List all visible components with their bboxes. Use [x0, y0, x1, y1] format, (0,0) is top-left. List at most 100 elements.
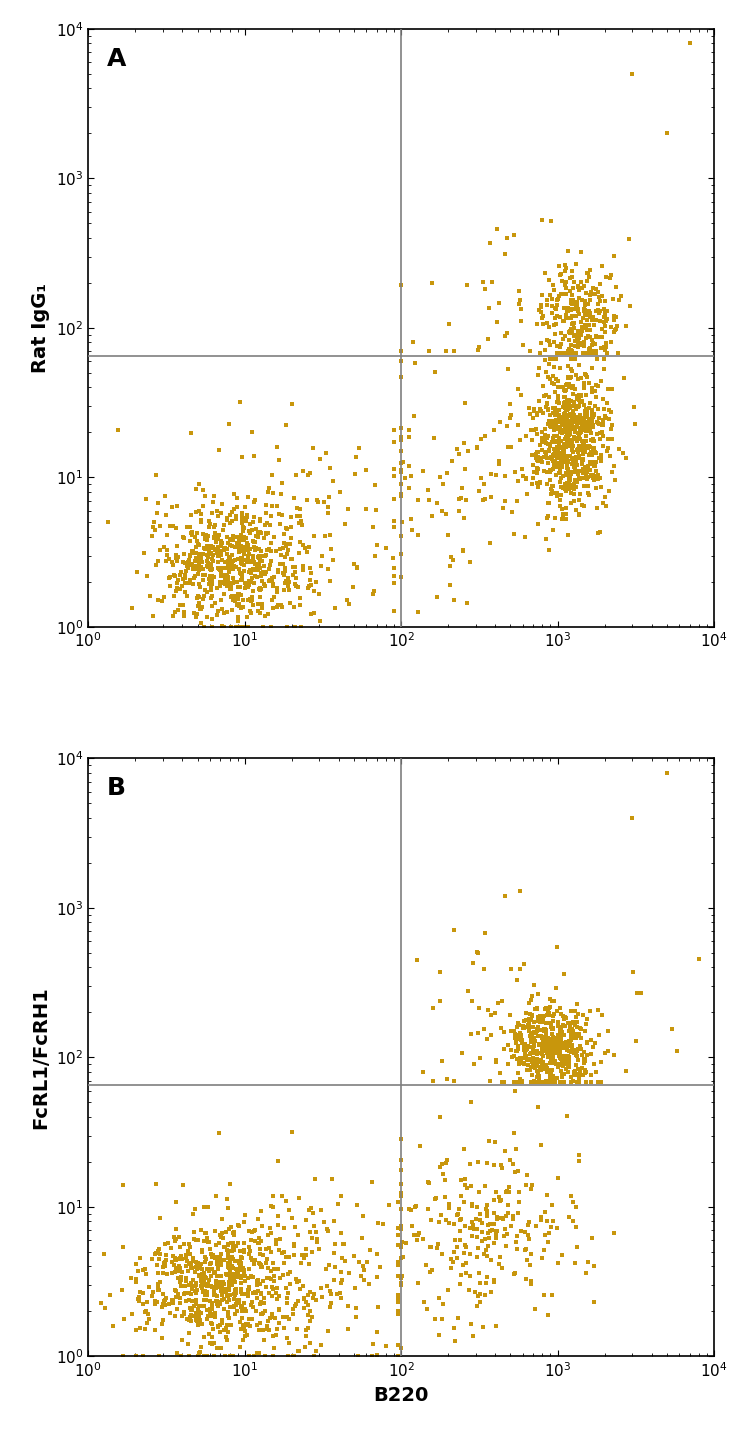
Point: [561, 1039, 573, 1062]
Point: [542, 1045, 554, 1068]
Point: [552, 369, 564, 392]
Point: [187, 557, 199, 580]
Point: [542, 413, 553, 436]
Point: [557, 437, 569, 460]
Point: [566, 339, 578, 362]
Point: [322, 1219, 333, 1242]
Point: [546, 1023, 558, 1046]
Point: [499, 885, 511, 908]
Point: [522, 1035, 534, 1058]
Point: [526, 1027, 537, 1051]
Point: [225, 1255, 237, 1278]
Point: [562, 1036, 573, 1059]
Point: [137, 1258, 149, 1281]
Point: [272, 436, 283, 459]
Point: [539, 1022, 551, 1045]
Point: [272, 1312, 284, 1335]
Point: [567, 1023, 579, 1046]
Point: [570, 1043, 581, 1066]
Point: [545, 1215, 556, 1238]
Point: [180, 584, 192, 608]
Point: [434, 961, 446, 984]
Point: [238, 525, 250, 548]
Point: [550, 1039, 562, 1062]
Point: [311, 488, 323, 511]
Point: [556, 447, 568, 470]
Point: [216, 532, 227, 556]
Point: [237, 528, 249, 551]
Point: [276, 595, 288, 618]
Point: [566, 414, 578, 437]
Point: [585, 429, 597, 452]
Point: [551, 1000, 563, 1023]
Point: [228, 1294, 240, 1317]
Point: [316, 1333, 328, 1356]
Point: [610, 276, 622, 299]
Point: [395, 1234, 407, 1257]
Point: [224, 511, 236, 534]
Point: [485, 1248, 497, 1271]
Point: [573, 434, 585, 457]
Point: [571, 388, 583, 411]
Point: [190, 1261, 202, 1284]
Point: [481, 1203, 492, 1227]
Point: [218, 514, 230, 537]
Point: [532, 983, 544, 1006]
Point: [562, 411, 574, 434]
Point: [205, 579, 216, 602]
Point: [163, 1231, 174, 1254]
Point: [543, 997, 555, 1020]
Point: [481, 1193, 492, 1216]
Point: [236, 508, 248, 531]
Point: [546, 1036, 558, 1059]
Point: [395, 1172, 407, 1195]
Point: [428, 427, 440, 450]
Point: [226, 544, 238, 567]
Point: [266, 1241, 277, 1264]
Point: [590, 385, 602, 408]
Point: [157, 1309, 169, 1332]
Point: [213, 1231, 224, 1254]
Point: [410, 1195, 422, 1218]
Point: [567, 449, 579, 472]
Point: [556, 437, 568, 460]
Point: [564, 320, 576, 343]
Point: [475, 1271, 486, 1294]
Point: [488, 1188, 500, 1211]
Point: [233, 1258, 245, 1281]
Point: [283, 579, 294, 602]
Point: [230, 1235, 242, 1258]
Point: [190, 501, 202, 524]
Point: [563, 1052, 575, 1075]
Point: [248, 1219, 260, 1242]
Point: [209, 514, 221, 537]
Point: [263, 1216, 275, 1240]
Point: [589, 436, 601, 459]
Point: [335, 1260, 347, 1283]
Point: [534, 1004, 546, 1027]
Point: [336, 1185, 347, 1208]
Point: [567, 395, 579, 418]
Point: [138, 543, 149, 566]
Point: [568, 472, 580, 495]
Point: [237, 1328, 249, 1351]
Point: [252, 1268, 263, 1291]
Point: [202, 551, 214, 574]
Point: [215, 1278, 227, 1302]
Point: [423, 1172, 435, 1195]
Point: [565, 365, 576, 388]
Point: [541, 1039, 553, 1062]
Point: [436, 1153, 448, 1176]
Point: [529, 999, 541, 1022]
Point: [559, 410, 571, 433]
Point: [563, 1053, 575, 1076]
Point: [199, 579, 211, 602]
Point: [252, 545, 263, 569]
Point: [225, 1271, 237, 1294]
Point: [302, 576, 314, 599]
Point: [577, 1063, 589, 1087]
Point: [216, 1309, 227, 1332]
Point: [266, 1276, 278, 1299]
Point: [481, 1027, 493, 1051]
Point: [224, 548, 236, 571]
